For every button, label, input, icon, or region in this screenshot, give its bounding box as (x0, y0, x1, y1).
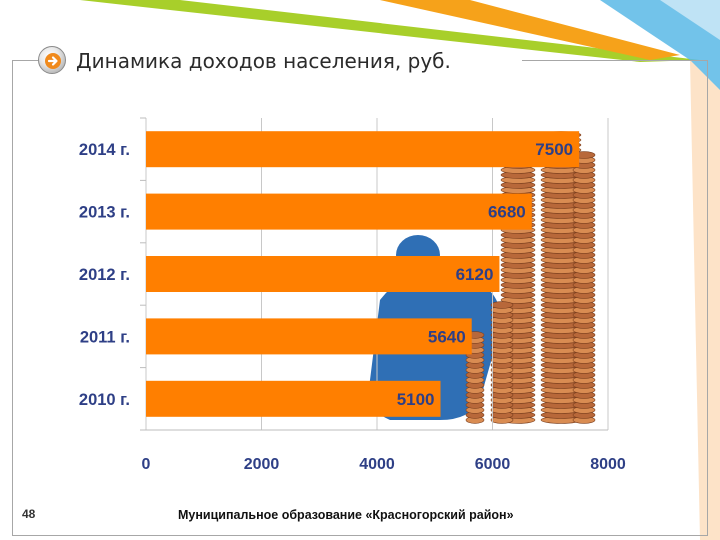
category-label: 2012 г. (79, 266, 130, 284)
slide-title: Динамика доходов населения, руб. (76, 49, 451, 73)
category-label: 2013 г. (79, 204, 130, 222)
coin-stack (490, 301, 514, 424)
category-label: 2014 г. (79, 141, 130, 159)
x-tick-label: 0 (142, 456, 151, 473)
value-label: 6120 (456, 265, 494, 284)
footer-text: Муниципальное образование «Красногорский… (178, 508, 514, 522)
category-label: 2011 г. (80, 328, 130, 346)
decor-stripe-peach (690, 60, 720, 540)
x-tick-label: 6000 (475, 456, 511, 473)
decor-stripe-lightblue (660, 0, 720, 40)
bar (146, 193, 532, 230)
bar (146, 256, 500, 292)
x-tick-label: 4000 (359, 456, 395, 473)
value-label: 7500 (535, 140, 573, 159)
value-label: 5100 (397, 390, 435, 409)
coin-stack (572, 151, 596, 424)
arrow-right-icon (38, 46, 66, 74)
content-frame (12, 60, 708, 536)
x-tick-label: 2000 (244, 456, 280, 473)
value-label: 6680 (488, 203, 526, 222)
decor-stripe-orange (380, 0, 680, 60)
bar (146, 380, 441, 417)
x-tick-label: 8000 (590, 456, 626, 473)
category-label: 2010 г. (79, 391, 130, 409)
slide-number: 48 (22, 507, 36, 521)
bar (146, 131, 580, 168)
value-label: 5640 (428, 327, 466, 346)
decor-stripe-green (80, 0, 700, 62)
bar (146, 318, 472, 355)
frame-top-right (522, 60, 708, 61)
frame-top-left (12, 60, 38, 61)
coin-stack (465, 331, 485, 424)
decor-stripe-blue (600, 0, 720, 120)
